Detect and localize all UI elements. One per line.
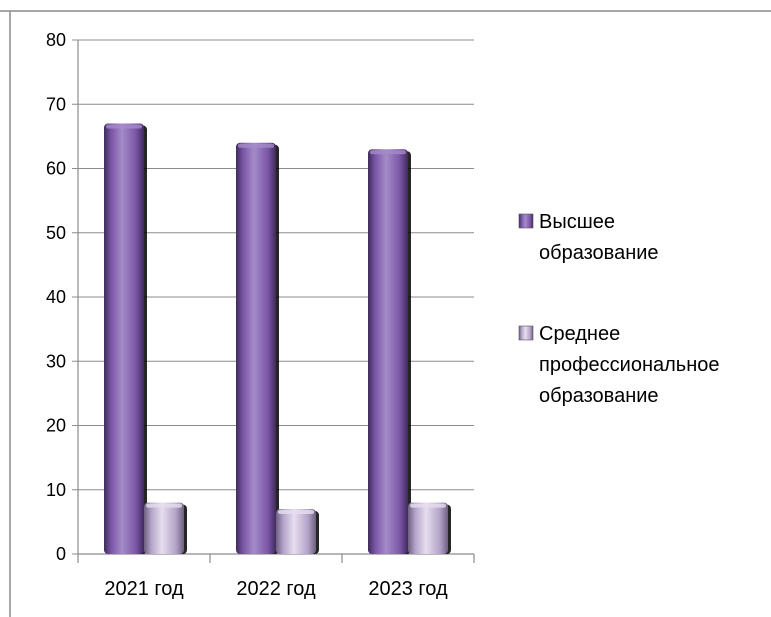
legend-swatch xyxy=(518,213,534,229)
tick-labels: 0 10 20 30 40 50 60 70 80 2021 год 2022 год 2023 го… xyxy=(46,30,448,600)
y-tick-label: 30 xyxy=(46,351,66,371)
legend-label: образование xyxy=(539,385,659,407)
bar xyxy=(144,502,184,554)
legend: Высшее образование Среднее профессиональное… xyxy=(518,211,720,407)
bar-top-highlight xyxy=(238,143,274,148)
bar-top-highlight xyxy=(278,510,314,515)
y-tick-label: 50 xyxy=(46,223,66,243)
y-tick-label: 40 xyxy=(46,287,66,307)
x-tick-label: 2022 год xyxy=(236,578,316,600)
legend-label: профессиональное xyxy=(539,354,720,376)
bar xyxy=(276,509,316,554)
bars xyxy=(104,123,451,555)
bar-top-highlight xyxy=(370,150,406,155)
y-tick-label: 80 xyxy=(46,30,66,50)
x-tick-label: 2023 год xyxy=(368,578,448,600)
bar-top-highlight xyxy=(146,503,182,508)
y-tick-label: 20 xyxy=(46,416,66,436)
legend-swatch xyxy=(518,325,534,341)
legend-label: образование xyxy=(539,242,659,264)
bar xyxy=(368,149,408,554)
y-tick-label: 70 xyxy=(46,94,66,114)
y-tick-label: 10 xyxy=(46,480,66,500)
bar-top-highlight xyxy=(106,124,142,129)
legend-label: Среднее xyxy=(539,323,620,345)
bar xyxy=(408,502,448,554)
y-tick-label: 60 xyxy=(46,159,66,179)
bar xyxy=(236,142,276,555)
bar-top-highlight xyxy=(410,503,446,508)
y-tick-label: 0 xyxy=(56,544,66,564)
bar xyxy=(104,123,144,555)
x-tick-label: 2021 год xyxy=(104,578,184,600)
legend-label: Высшее xyxy=(539,211,615,233)
axes xyxy=(77,40,475,563)
